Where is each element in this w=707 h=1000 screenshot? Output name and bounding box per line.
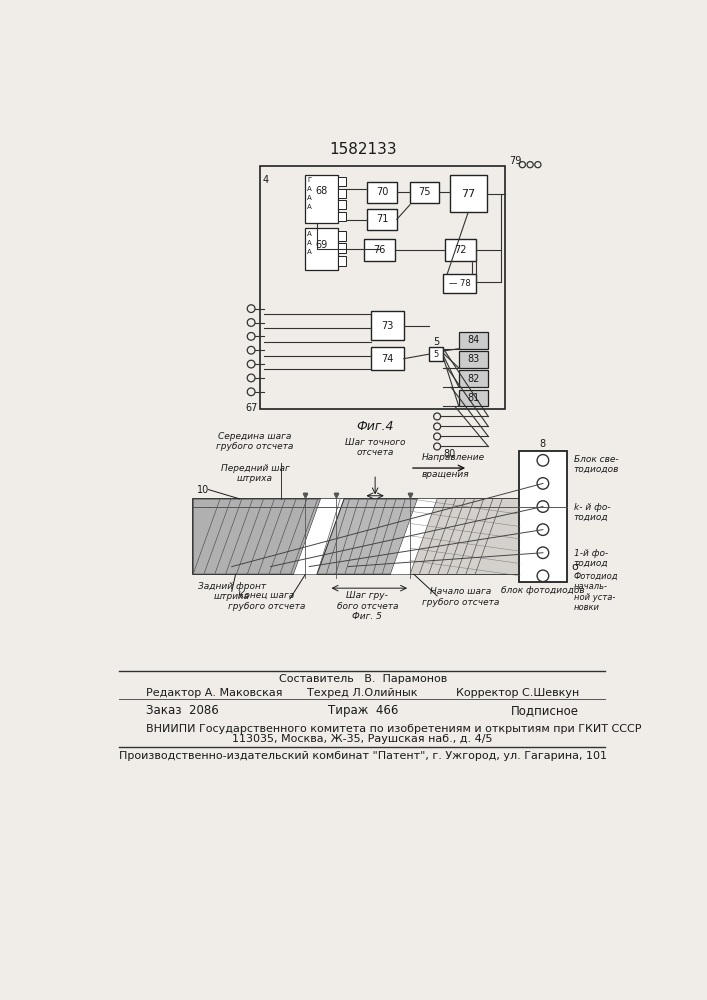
Bar: [363, 239, 395, 261]
Polygon shape: [410, 499, 520, 574]
Bar: [338, 189, 346, 198]
Text: Корректор С.Шевкун: Корректор С.Шевкун: [456, 688, 579, 698]
Bar: [459, 370, 489, 387]
Text: Подписное: Подписное: [511, 704, 579, 717]
Bar: [450, 175, 486, 212]
Bar: [443, 274, 476, 293]
Text: 10: 10: [197, 485, 209, 495]
Text: Г: Г: [307, 177, 311, 183]
Text: ВНИИПИ Государственного комитета по изобретениям и открытиям при ГКИТ СССР: ВНИИПИ Государственного комитета по изоб…: [146, 724, 642, 734]
Text: А: А: [307, 231, 312, 236]
Text: 67: 67: [245, 403, 257, 413]
Text: Конец шага
грубого отсчета: Конец шага грубого отсчета: [228, 591, 305, 611]
Text: σ: σ: [571, 562, 578, 572]
Bar: [371, 311, 404, 340]
Text: 84: 84: [467, 335, 479, 345]
Bar: [305, 228, 338, 270]
Text: А: А: [307, 195, 312, 201]
Text: 74: 74: [381, 354, 394, 364]
Bar: [305, 175, 338, 223]
Bar: [429, 347, 443, 361]
Text: Фотодиод
началь-
ной уста-
новки: Фотодиод началь- ной уста- новки: [573, 572, 618, 612]
Bar: [193, 499, 520, 574]
Text: вращения: вращения: [421, 470, 469, 479]
Text: Задний фронт
штриха: Задний фронт штриха: [198, 582, 266, 601]
Text: 81: 81: [467, 393, 479, 403]
Text: Шаг точного
отсчета: Шаг точного отсчета: [345, 438, 405, 457]
Text: А: А: [307, 249, 312, 255]
Text: 1-й фо-
тодиод: 1-й фо- тодиод: [573, 549, 608, 568]
Text: А: А: [307, 186, 312, 192]
Bar: [338, 256, 346, 266]
Bar: [371, 347, 404, 370]
Text: — 78: — 78: [449, 279, 470, 288]
Text: 70: 70: [376, 187, 388, 197]
Text: 80: 80: [443, 449, 455, 459]
Text: Шаг гру-
бого отсчета
Фиг. 5: Шаг гру- бого отсчета Фиг. 5: [337, 591, 398, 621]
Text: 83: 83: [467, 354, 479, 364]
Text: Производственно-издательский комбинат "Патент", г. Ужгород, ул. Гагарина, 101: Производственно-издательский комбинат "П…: [119, 751, 607, 761]
Text: 82: 82: [467, 374, 480, 384]
Bar: [410, 182, 440, 203]
Text: 1582133: 1582133: [329, 142, 397, 157]
Text: 69: 69: [315, 240, 328, 250]
Bar: [338, 200, 346, 209]
Bar: [459, 389, 489, 406]
Bar: [338, 231, 346, 241]
Text: Техред Л.Олийнык: Техред Л.Олийнык: [308, 688, 418, 698]
Text: 73: 73: [381, 321, 394, 331]
Text: 68: 68: [315, 186, 328, 196]
Text: Направление: Направление: [421, 453, 485, 462]
Bar: [518, 451, 567, 582]
Text: 4: 4: [263, 175, 269, 185]
Text: 8: 8: [540, 439, 546, 449]
Polygon shape: [193, 499, 321, 574]
Polygon shape: [317, 499, 418, 574]
Text: Редактор А. Маковская: Редактор А. Маковская: [146, 688, 283, 698]
Text: Составитель   В.  Парамонов: Составитель В. Парамонов: [279, 674, 447, 684]
Bar: [338, 177, 346, 186]
Text: Передний шаг
штриха: Передний шаг штриха: [221, 464, 289, 483]
Polygon shape: [391, 499, 437, 574]
Bar: [459, 351, 489, 368]
Polygon shape: [293, 499, 344, 574]
Text: Тираж  466: Тираж 466: [327, 704, 398, 717]
Text: 79: 79: [509, 156, 522, 166]
Text: 113035, Москва, Ж-35, Раушская наб., д. 4/5: 113035, Москва, Ж-35, Раушская наб., д. …: [233, 734, 493, 744]
Bar: [338, 212, 346, 221]
Text: Фиг.4: Фиг.4: [356, 420, 394, 433]
Text: 5: 5: [433, 337, 440, 347]
Text: А: А: [307, 204, 312, 210]
Text: блок фотодиодов: блок фотодиодов: [501, 586, 585, 595]
Text: Заказ  2086: Заказ 2086: [146, 704, 219, 717]
Bar: [459, 332, 489, 349]
Bar: [445, 239, 476, 261]
Text: Начало шага
грубого отсчета: Начало шага грубого отсчета: [421, 587, 499, 607]
Text: Блок све-
тодиодов: Блок све- тодиодов: [573, 455, 619, 474]
Bar: [338, 243, 346, 253]
Text: 71: 71: [376, 214, 388, 224]
Text: А: А: [307, 240, 312, 246]
Text: 76: 76: [373, 245, 385, 255]
Text: Середина шага
грубого отсчета: Середина шага грубого отсчета: [216, 432, 293, 451]
Bar: [260, 166, 506, 409]
Text: 75: 75: [419, 187, 431, 197]
Bar: [368, 182, 397, 203]
Text: 77: 77: [461, 189, 475, 199]
Bar: [368, 209, 397, 230]
Text: k- й фо-
тодиод: k- й фо- тодиод: [573, 503, 610, 522]
Text: 5: 5: [433, 350, 439, 359]
Text: 72: 72: [454, 245, 467, 255]
